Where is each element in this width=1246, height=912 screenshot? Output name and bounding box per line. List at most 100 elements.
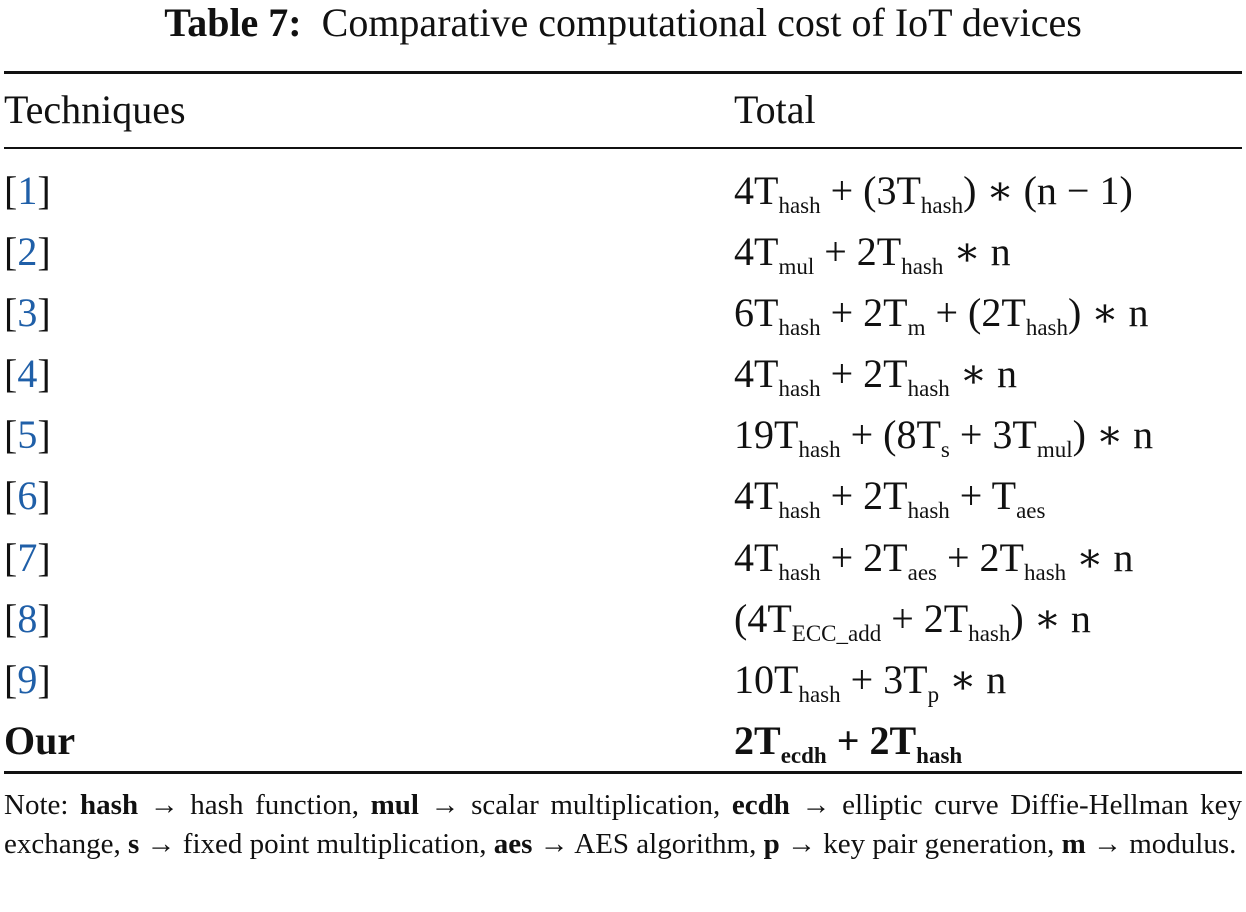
citation-link[interactable]: 3 bbox=[17, 290, 38, 336]
total-cost-cell: 4Thash + 2Thash ∗ n bbox=[734, 343, 1017, 410]
technique-cell[interactable]: [5] bbox=[4, 412, 51, 458]
citation-link[interactable]: 9 bbox=[17, 656, 38, 702]
citation-link[interactable]: 8 bbox=[17, 595, 38, 641]
formula-term: ) ∗ n bbox=[1010, 595, 1091, 641]
formula-subscript: m bbox=[907, 315, 926, 341]
technique-cell[interactable]: [7] bbox=[4, 534, 51, 580]
citation-link[interactable]: 1 bbox=[17, 168, 38, 213]
formula-subscript: hash bbox=[798, 437, 841, 463]
table-row: [7] 4Thash + 2Taes + 2Thash ∗ n bbox=[4, 527, 1242, 588]
total-cost-cell: 4Thash + (3Thash) ∗ (n − 1) bbox=[734, 160, 1133, 227]
formula-term: ∗ n bbox=[943, 229, 1011, 275]
formula-term: 10T bbox=[734, 656, 799, 702]
formula-term: + 2T bbox=[820, 351, 908, 397]
formula-subscript: hash bbox=[920, 193, 964, 218]
citation-link[interactable]: 4 bbox=[17, 351, 38, 397]
citation-link[interactable]: 7 bbox=[17, 534, 38, 580]
formula-term: ∗ n bbox=[949, 351, 1017, 397]
table-row: Our 2Tecdh + 2Thash bbox=[4, 710, 1242, 771]
formula-term: 4T bbox=[734, 473, 779, 519]
technique-cell[interactable]: [4] bbox=[4, 351, 51, 397]
formula-subscript: hash bbox=[1023, 559, 1067, 585]
table-top-rule bbox=[4, 71, 1242, 74]
formula-subscript: hash bbox=[778, 315, 821, 341]
note-definition: → fixed point multiplication, bbox=[139, 828, 494, 860]
formula-subscript: hash bbox=[778, 559, 821, 585]
note-term: m bbox=[1061, 828, 1086, 860]
formula-term: + T bbox=[949, 473, 1017, 519]
technique-cell[interactable]: [6] bbox=[4, 473, 51, 519]
total-cost-cell: 6Thash + 2Tm + (2Thash) ∗ n bbox=[734, 282, 1149, 349]
table-caption-text: Comparative computational cost of IoT de… bbox=[321, 0, 1082, 45]
formula-subscript: hash bbox=[778, 193, 821, 218]
total-cost-cell: 19Thash + (8Ts + 3Tmul) ∗ n bbox=[734, 404, 1153, 471]
note-term: ecdh bbox=[731, 789, 790, 821]
table-row: [3] 6Thash + 2Tm + (2Thash) ∗ n bbox=[4, 282, 1242, 343]
total-cost-cell: 4Thash + 2Thash + Taes bbox=[734, 465, 1045, 532]
formula-term: 2T bbox=[734, 717, 781, 763]
total-cost-cell: 2Tecdh + 2Thash bbox=[734, 710, 962, 777]
formula-subscript: aes bbox=[907, 559, 937, 585]
formula-term: + 2T bbox=[820, 534, 908, 580]
formula-term: + (3T bbox=[820, 168, 921, 213]
formula-term: + 3T bbox=[840, 656, 928, 702]
note-definition: → key pair generation, bbox=[779, 828, 1062, 860]
header-techniques: Techniques bbox=[4, 87, 186, 132]
formula-term: + (8T bbox=[840, 412, 941, 458]
table-row: [9] 10Thash + 3Tp ∗ n bbox=[4, 649, 1242, 710]
formula-term: + 2T bbox=[881, 595, 969, 641]
formula-subscript: hash bbox=[1025, 315, 1068, 341]
formula-subscript: hash bbox=[916, 742, 963, 768]
technique-cell[interactable]: [2] bbox=[4, 229, 51, 275]
formula-term: ∗ n bbox=[1066, 534, 1134, 580]
technique-cell[interactable]: [1] bbox=[4, 168, 51, 213]
citation-link[interactable]: 2 bbox=[17, 229, 38, 275]
formula-term: ) ∗ n bbox=[1072, 412, 1154, 458]
citation-link[interactable]: 5 bbox=[17, 412, 38, 458]
note-term: mul bbox=[370, 789, 419, 821]
formula-subscript: ecdh bbox=[780, 742, 827, 768]
formula-subscript: ECC_add bbox=[791, 620, 882, 646]
note-term: hash bbox=[80, 789, 139, 821]
formula-subscript: hash bbox=[968, 620, 1011, 646]
formula-term: + 2T bbox=[826, 717, 917, 763]
formula-subscript: hash bbox=[907, 498, 950, 524]
table-note: Note: hash → hash function, mul → scalar… bbox=[4, 786, 1242, 864]
technique-cell[interactable]: [9] bbox=[4, 656, 51, 702]
formula-subscript: p bbox=[927, 681, 940, 707]
header-total: Total bbox=[734, 87, 816, 132]
formula-term: + 2T bbox=[820, 473, 908, 519]
note-definition: → elliptic curve Diffie-Hellman key exch… bbox=[4, 789, 1242, 860]
formula-subscript: mul bbox=[1036, 437, 1073, 463]
formula-term: + 2T bbox=[814, 229, 902, 275]
formula-term: + 2T bbox=[936, 534, 1024, 580]
table-header-row: Techniques Total bbox=[4, 82, 1242, 138]
note-definition: → scalar multiplication, bbox=[418, 789, 732, 821]
formula-subscript: hash bbox=[798, 681, 841, 707]
table-row: [8] (4TECC_add + 2Thash) ∗ n bbox=[4, 588, 1242, 649]
note-prefix: Note: bbox=[4, 789, 81, 821]
formula-subscript: mul bbox=[778, 254, 815, 280]
formula-term: 6T bbox=[734, 290, 779, 336]
formula-term: ) ∗ (n − 1) bbox=[963, 168, 1133, 213]
technique-cell[interactable]: [3] bbox=[4, 290, 51, 336]
formula-term: + (2T bbox=[925, 290, 1026, 336]
citation-link[interactable]: 6 bbox=[17, 473, 38, 519]
note-definition: → AES algorithm, bbox=[532, 828, 764, 860]
formula-term: + 2T bbox=[820, 290, 908, 336]
table-row: [4] 4Thash + 2Thash ∗ n bbox=[4, 343, 1242, 404]
formula-term: 19T bbox=[734, 412, 799, 458]
table-bottom-rule bbox=[4, 771, 1242, 774]
formula-term: + 3T bbox=[949, 412, 1037, 458]
formula-subscript: hash bbox=[901, 254, 944, 280]
formula-term: 4T bbox=[734, 229, 779, 275]
formula-term: ) ∗ n bbox=[1067, 290, 1149, 336]
technique-cell[interactable]: [8] bbox=[4, 595, 51, 641]
total-cost-cell: 10Thash + 3Tp ∗ n bbox=[734, 649, 1006, 716]
table-row: [6] 4Thash + 2Thash + Taes bbox=[4, 465, 1242, 526]
table-row: [5] 19Thash + (8Ts + 3Tmul) ∗ n bbox=[4, 404, 1242, 465]
total-cost-cell: 4Tmul + 2Thash ∗ n bbox=[734, 221, 1011, 288]
formula-term: 4T bbox=[734, 351, 779, 397]
total-cost-cell: (4TECC_add + 2Thash) ∗ n bbox=[734, 588, 1091, 655]
formula-subscript: hash bbox=[907, 376, 950, 402]
